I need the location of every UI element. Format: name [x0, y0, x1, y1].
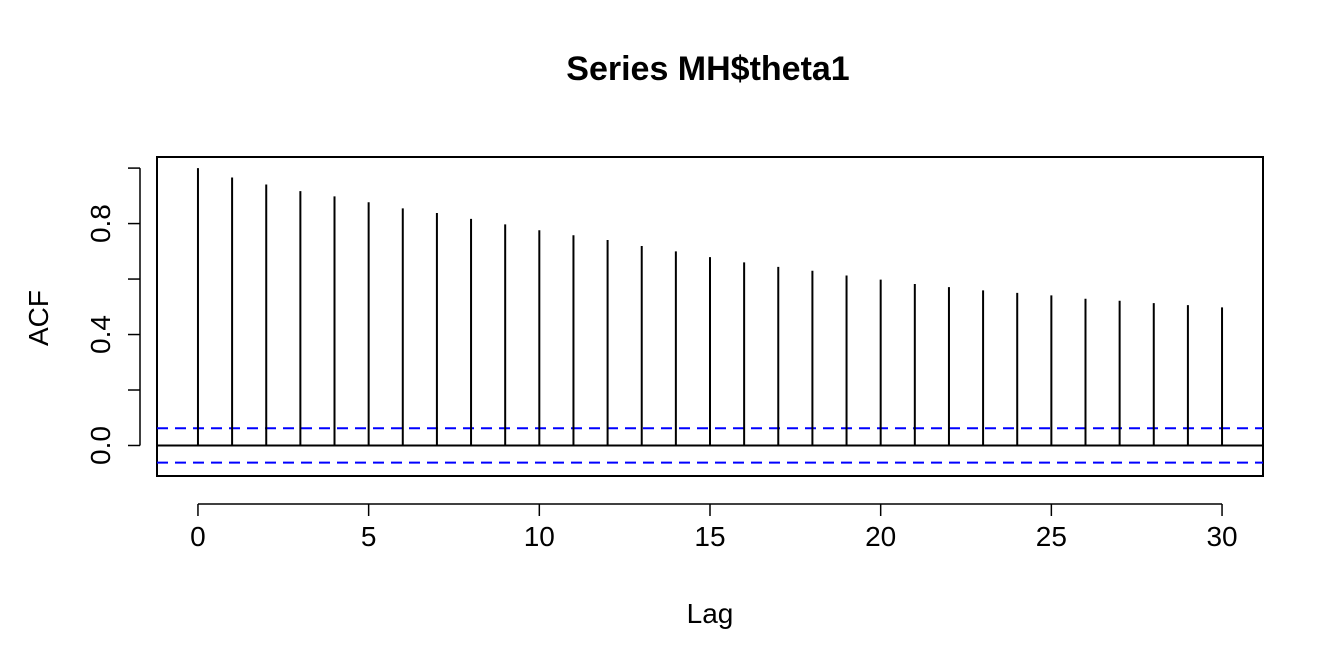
y-axis-label: ACF [23, 290, 54, 346]
y-tick-label: 0.4 [85, 315, 116, 354]
x-tick-label: 15 [694, 521, 725, 552]
x-tick-label: 30 [1206, 521, 1237, 552]
plot-frame [156, 156, 1264, 477]
x-axis-label: Lag [687, 598, 734, 629]
y-tick-label: 0.0 [85, 426, 116, 465]
x-tick-label: 25 [1036, 521, 1067, 552]
x-tick-label: 20 [865, 521, 896, 552]
y-tick-label: 0.8 [85, 204, 116, 243]
x-tick-label: 5 [361, 521, 377, 552]
x-tick-label: 10 [524, 521, 555, 552]
x-tick-label: 0 [190, 521, 206, 552]
chart-marks: 0 5 10 15 20 25 30 0.0 0.4 0.8 [85, 167, 1263, 552]
chart-title: Series MH$theta1 [566, 50, 849, 88]
